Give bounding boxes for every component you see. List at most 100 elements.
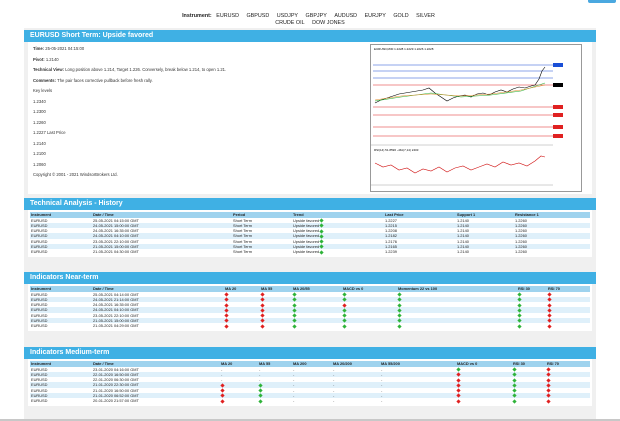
table-cell: Short Term: [232, 243, 292, 250]
col-trend: Trend: [292, 212, 384, 218]
col-resistance: Resistance 1: [514, 212, 590, 218]
table-cell: [547, 317, 590, 324]
table-row: EURUSD 23-05-2021 22:10:00 GMT Short Term U…: [30, 239, 590, 244]
table-cell: 1.2140: [456, 243, 514, 250]
history-section: Technical Analysis - History Instrument …: [24, 198, 596, 257]
down-icon: [224, 324, 229, 329]
table-cell: [342, 317, 397, 324]
table-cell: -: [220, 371, 258, 378]
table-row: EURUSD 21-01-2020 22:30:00 GMT - - -: [30, 382, 590, 388]
table-cell: [260, 323, 292, 329]
down-icon: [546, 399, 551, 404]
up-icon: [397, 292, 402, 297]
table-cell: [342, 323, 397, 329]
up-icon: [292, 324, 297, 329]
instrument-link-gold[interactable]: GOLD: [393, 13, 409, 19]
table-cell: [456, 392, 512, 399]
instrument-link-eurusd[interactable]: EURUSD: [216, 13, 239, 19]
up-icon: [292, 308, 297, 313]
level-1: 1.2340: [33, 98, 46, 104]
col-instrument: Instrument: [30, 361, 92, 367]
table-cell: Short Term: [232, 222, 292, 229]
down-icon: [546, 367, 551, 372]
table-cell: 1.2260: [515, 228, 527, 234]
table-cell: 1.2140: [457, 238, 469, 244]
table-cell: Upside favored: [292, 243, 384, 250]
table-cell: [342, 307, 397, 313]
table-cell: EURUSD: [30, 382, 92, 388]
table-cell: EURUSD: [30, 233, 92, 239]
instrument-link-gbpusd[interactable]: GBPUSD: [246, 13, 270, 19]
table-cell: [546, 392, 590, 399]
table-cell: 20-01-2020 21:57:00 GMT: [93, 398, 139, 404]
table-cell: -: [332, 392, 380, 399]
table-cell: 23-01-2020 04:16:00 GMT: [93, 366, 139, 372]
instrument-link-usdjpy[interactable]: USDJPY: [276, 13, 299, 19]
instrument-link-gbpjpy[interactable]: GBPJPY: [305, 13, 327, 19]
table-cell: [220, 382, 258, 388]
col-macd: MACD vs 0: [456, 361, 512, 367]
table-cell: EURUSD: [31, 302, 48, 308]
table-cell: -: [293, 366, 295, 372]
table-cell: [517, 296, 547, 303]
down-icon: [456, 399, 461, 404]
history-panel: Instrument Date / Time Period Trend Last…: [28, 210, 592, 257]
table-cell: EURUSD: [31, 238, 48, 244]
up-icon: [517, 308, 522, 313]
table-row: EURUSD 21-05-2021 04:30:00 GMT Short Term U…: [30, 249, 590, 255]
table-cell: [220, 392, 258, 399]
down-icon: [260, 324, 265, 329]
down-icon: [547, 308, 552, 313]
table-cell: -: [293, 377, 295, 383]
table-cell: Upside favored: [292, 249, 384, 255]
top-menu-button[interactable]: [588, 0, 616, 3]
medium-term-panel: Instrument Date / Time MA 20 MA 55 MA 20…: [28, 359, 592, 406]
table-cell: -: [258, 371, 292, 378]
table-cell: Upside favored: [292, 218, 384, 223]
up-icon: [292, 292, 297, 297]
col-ma2055: MA 20/55: [292, 286, 342, 292]
up-icon: [258, 383, 263, 388]
instrument-link-crude-oil[interactable]: CRUDE OIL: [275, 20, 305, 26]
table-cell: 1.2140: [456, 233, 514, 239]
pivot-label: Pivot:: [33, 56, 45, 62]
up-icon: [342, 308, 347, 313]
table-row: EURUSD 21-05-2021 15:00:00 GMT: [30, 317, 590, 324]
instrument-selector: Instrument: EURUSD GBPUSD USDJPY GBPJPY …: [0, 13, 620, 27]
table-row: EURUSD 22-01-2020 16:50:00 GMT - - - - -: [30, 371, 590, 378]
table-cell: 21-01-2020 06:52:00 GMT: [92, 392, 220, 399]
time-value: 25-05-2021 04:15:00: [45, 46, 85, 51]
table-cell: 25-05-2021 04:14:00 GMT: [93, 291, 139, 297]
instrument-link-silver[interactable]: SILVER: [416, 13, 435, 19]
table-cell: [224, 307, 260, 313]
instrument-link-audusd[interactable]: AUDUSD: [334, 13, 358, 19]
table-cell: -: [221, 366, 223, 372]
up-icon: [512, 367, 517, 372]
table-cell: [547, 323, 590, 329]
level-3: 1.2260: [33, 119, 46, 125]
up-icon: [512, 383, 517, 388]
up-icon: [258, 399, 263, 404]
table-cell: 22-01-2020 16:50:00 GMT: [92, 371, 220, 378]
table-cell: 1.2239: [385, 249, 397, 255]
instrument-link-eurjpy[interactable]: EURJPY: [364, 13, 386, 19]
table-cell: EURUSD: [30, 317, 92, 324]
table-cell: 21-01-2020 16:50:00 GMT: [93, 387, 139, 393]
table-row: EURUSD 25-05-2021 04:15:00 GMT Short Term U…: [30, 218, 590, 223]
table-row: EURUSD 24-05-2021 21:14:00 GMT: [30, 296, 590, 303]
up-icon: [397, 324, 402, 329]
col-rsi30: RSI 30: [512, 361, 546, 367]
table-cell: [397, 323, 517, 329]
table-cell: [512, 398, 546, 404]
table-cell: [220, 398, 258, 404]
price-chart-image: EURUSD,M30 1.2228 1.2229 1.2226 1.2228: [370, 44, 582, 192]
near-term-section: Indicators Near-term Instrument Date / T…: [24, 272, 596, 331]
instrument-link-dow-jones[interactable]: DOW JONES: [312, 20, 345, 26]
table-cell: -: [292, 371, 332, 378]
table-cell: 21-05-2021 04:29:00 GMT: [93, 323, 139, 329]
col-ma55: MA 55: [258, 361, 292, 367]
col-momentum: Momentum 22 vs 100: [397, 286, 517, 292]
table-cell: Short Term: [233, 217, 252, 223]
table-cell: -: [333, 377, 335, 383]
